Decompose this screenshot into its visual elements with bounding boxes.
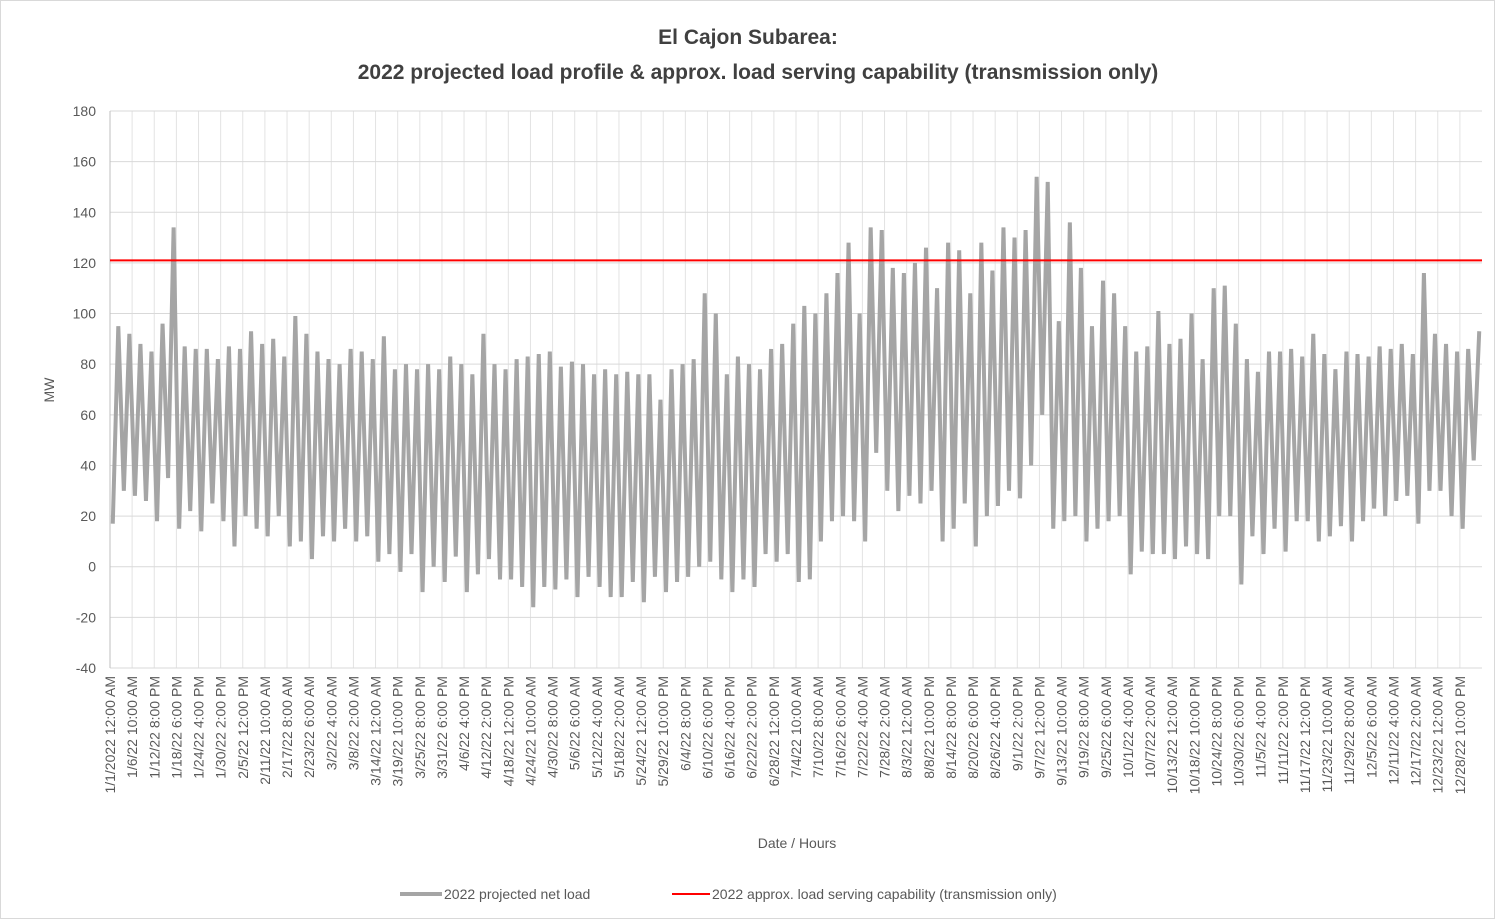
x-tick-label: 12/17/22 2:00 AM xyxy=(1408,676,1424,786)
load-line xyxy=(110,176,1482,608)
y-tick-label: 120 xyxy=(73,255,97,271)
x-tick-label: 9/25/22 6:00 AM xyxy=(1098,676,1114,778)
x-tick-label: 5/29/22 10:00 PM xyxy=(655,676,671,787)
x-tick-label: 11/5/22 4:00 PM xyxy=(1253,676,1269,778)
x-tick-label: 9/19/22 8:00 AM xyxy=(1076,676,1092,778)
x-tick-label: 8/14/22 8:00 PM xyxy=(943,676,959,779)
x-tick-label: 1/24/22 4:00 PM xyxy=(191,676,207,779)
x-tick-label: 2/17/22 8:00 AM xyxy=(279,676,295,778)
x-tick-label: 3/2/22 4:00 AM xyxy=(323,676,339,770)
x-tick-label: 3/14/22 12:00 AM xyxy=(368,676,384,786)
x-tick-label: 4/24/22 10:00 AM xyxy=(522,676,538,786)
x-tick-label: 10/7/22 2:00 AM xyxy=(1142,676,1158,778)
x-tick-label: 1/12/22 8:00 PM xyxy=(146,676,162,779)
x-tick-label: 10/30/22 6:00 PM xyxy=(1231,676,1247,787)
x-tick-label: 3/19/22 10:00 PM xyxy=(390,676,406,787)
x-tick-label: 5/12/22 4:00 AM xyxy=(589,676,605,778)
x-tick-label: 4/12/22 2:00 PM xyxy=(478,676,494,779)
x-tick-label: 2/23/22 6:00 AM xyxy=(301,676,317,778)
x-tick-label: 1/6/22 10:00 AM xyxy=(124,676,140,778)
x-tick-label: 5/6/22 6:00 AM xyxy=(567,676,583,770)
x-tick-label: 12/5/22 6:00 AM xyxy=(1363,676,1379,778)
x-tick-label: 2/11/22 10:00 AM xyxy=(257,676,273,785)
x-tick-label: 11/17/22 12:00 PM xyxy=(1297,676,1313,793)
x-tick-label: 10/18/22 10:00 PM xyxy=(1186,676,1202,794)
x-tick-label: 6/16/22 4:00 PM xyxy=(722,676,738,779)
x-tick-label: 4/30/22 8:00 AM xyxy=(545,676,561,778)
x-tick-label: 8/20/22 6:00 PM xyxy=(965,676,981,779)
y-tick-label: 100 xyxy=(73,306,97,322)
x-tick-label: 1/18/22 6:00 PM xyxy=(168,676,184,779)
x-tick-label: 7/22/22 4:00 AM xyxy=(854,676,870,778)
x-tick-label: 3/31/22 6:00 PM xyxy=(434,676,450,779)
x-tick-label: 10/24/22 8:00 PM xyxy=(1208,676,1224,787)
y-tick-label: -40 xyxy=(76,660,96,676)
x-tick-label: 7/28/22 2:00 AM xyxy=(877,676,893,778)
x-tick-label: 1/30/22 2:00 PM xyxy=(213,676,229,779)
x-tick-label: 9/13/22 10:00 AM xyxy=(1054,676,1070,786)
chart-title: El Cajon Subarea: xyxy=(658,26,838,49)
x-tick-label: 6/4/22 8:00 PM xyxy=(677,676,693,771)
x-tick-label: 12/11/22 4:00 AM xyxy=(1385,676,1401,785)
x-tick-label: 6/28/22 12:00 PM xyxy=(766,676,782,787)
y-tick-label: 180 xyxy=(73,103,97,119)
y-axis-label: MW xyxy=(41,377,57,403)
x-tick-label: 9/1/22 2:00 PM xyxy=(1009,676,1025,771)
x-tick-label: 4/18/22 12:00 PM xyxy=(500,676,516,787)
x-tick-label: 2/5/22 12:00 PM xyxy=(235,676,251,779)
x-tick-label: 4/6/22 4:00 PM xyxy=(456,676,472,771)
x-tick-label: 7/4/22 10:00 AM xyxy=(788,676,804,778)
x-tick-label: 5/18/22 2:00 AM xyxy=(611,676,627,778)
x-tick-label: 8/8/22 10:00 PM xyxy=(921,676,937,779)
x-tick-label: 3/25/22 8:00 PM xyxy=(412,676,428,779)
x-tick-label: 5/24/22 12:00 AM xyxy=(633,676,649,786)
y-tick-label: 140 xyxy=(73,204,97,220)
x-tick-label: 11/23/22 10:00 AM xyxy=(1319,676,1335,793)
x-tick-label: 8/3/22 12:00 AM xyxy=(899,676,915,778)
y-tick-label: 160 xyxy=(73,154,97,170)
x-tick-label: 7/16/22 6:00 AM xyxy=(832,676,848,778)
x-tick-label: 6/10/22 6:00 PM xyxy=(699,676,715,779)
x-tick-label: 11/11/22 2:00 PM xyxy=(1275,676,1291,784)
x-tick-label: 6/22/22 2:00 PM xyxy=(744,676,760,779)
x-tick-label: 7/10/22 8:00 AM xyxy=(810,676,826,778)
x-tick-label: 10/13/22 12:00 AM xyxy=(1164,676,1180,794)
x-axis-label: Date / Hours xyxy=(758,835,837,851)
y-tick-label: 20 xyxy=(80,508,96,524)
x-tick-label: 8/26/22 4:00 PM xyxy=(987,676,1003,779)
y-tick-label: 60 xyxy=(80,407,96,423)
x-tick-label: 1/1/2022 12:00 AM xyxy=(102,676,118,794)
x-tick-label: 12/28/22 10:00 PM xyxy=(1452,676,1468,794)
x-tick-label: 3/8/22 2:00 AM xyxy=(345,676,361,770)
legend-label: 2022 projected net load xyxy=(444,886,590,902)
chart-subtitle: 2022 projected load profile & approx. lo… xyxy=(358,61,1159,84)
x-tick-label: 12/23/22 12:00 AM xyxy=(1430,676,1446,794)
y-tick-label: 0 xyxy=(88,559,96,575)
legend-label: 2022 approx. load serving capability (tr… xyxy=(712,886,1057,902)
x-tick-label: 11/29/22 8:00 AM xyxy=(1341,676,1357,785)
x-tick-label: 10/1/22 4:00 AM xyxy=(1120,676,1136,778)
y-tick-label: 80 xyxy=(80,356,96,372)
y-tick-label: 40 xyxy=(80,457,96,473)
y-tick-label: -20 xyxy=(76,609,96,625)
x-tick-label: 9/7/22 12:00 PM xyxy=(1031,676,1047,779)
